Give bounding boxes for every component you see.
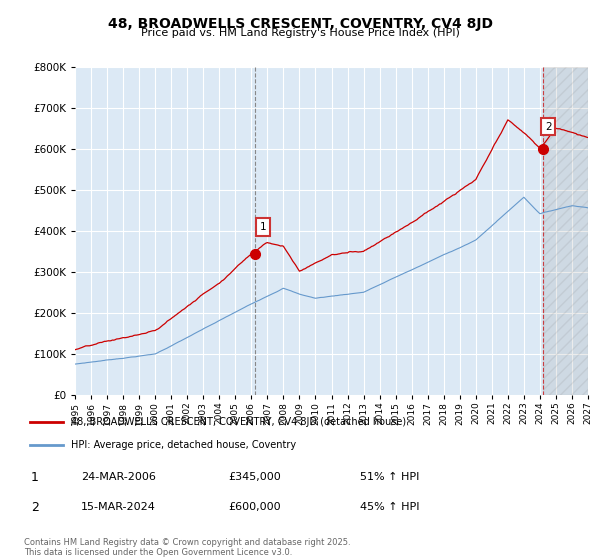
Text: 1: 1 [31,471,39,484]
Text: £345,000: £345,000 [228,472,281,482]
Text: 15-MAR-2024: 15-MAR-2024 [81,502,156,512]
Text: Price paid vs. HM Land Registry's House Price Index (HPI): Price paid vs. HM Land Registry's House … [140,28,460,38]
Text: £600,000: £600,000 [228,502,281,512]
Bar [543,67,588,395]
Text: 48, BROADWELLS CRESCENT, COVENTRY, CV4 8JD (detached house): 48, BROADWELLS CRESCENT, COVENTRY, CV4 8… [71,417,406,427]
Text: 45% ↑ HPI: 45% ↑ HPI [360,502,419,512]
Text: 51% ↑ HPI: 51% ↑ HPI [360,472,419,482]
Text: 2: 2 [545,122,551,132]
Text: 2: 2 [31,501,39,514]
Text: 24-MAR-2006: 24-MAR-2006 [81,472,156,482]
Text: 48, BROADWELLS CRESCENT, COVENTRY, CV4 8JD: 48, BROADWELLS CRESCENT, COVENTRY, CV4 8… [107,17,493,31]
Text: 1: 1 [260,222,266,232]
Text: Contains HM Land Registry data © Crown copyright and database right 2025.
This d: Contains HM Land Registry data © Crown c… [24,538,350,557]
Text: HPI: Average price, detached house, Coventry: HPI: Average price, detached house, Cove… [71,440,296,450]
